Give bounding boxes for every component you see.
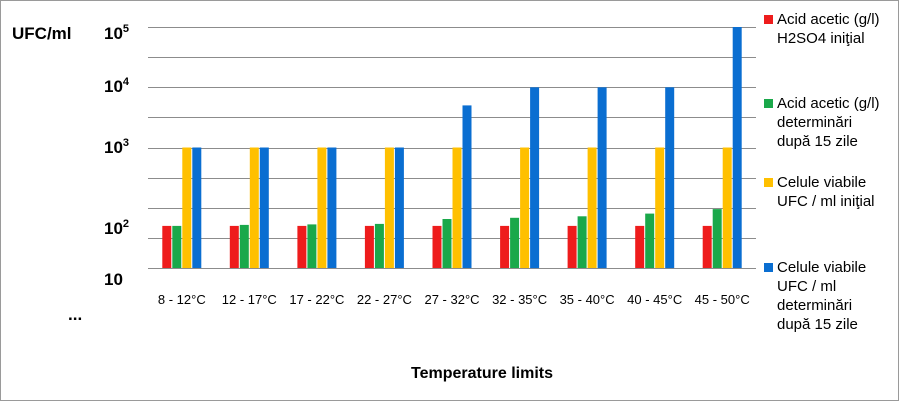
legend-entry-2: Acid acetic (g/l) determinări după 15 zile bbox=[777, 94, 880, 151]
bar-s1-c7 bbox=[567, 225, 577, 268]
legend-line: determinări bbox=[777, 114, 853, 131]
x-axis-title: Temperature limits bbox=[411, 365, 553, 382]
legend-line: Acid acetic (g/l) bbox=[777, 11, 880, 28]
bar-s1-c2 bbox=[229, 225, 239, 268]
legend-line: Celule viabile bbox=[777, 259, 867, 276]
x-tick-label: 45 - 50°C bbox=[695, 292, 750, 307]
legend-swatch-2 bbox=[764, 99, 773, 108]
y-tick-base: 10 bbox=[104, 24, 123, 43]
x-tick-labels: 8 - 12°C 12 - 17°C 17 - 22°C 22 - 27°C 27 - … bbox=[158, 292, 750, 307]
legend-entry-3: Celule viabile UFC / ml iniţial bbox=[777, 173, 875, 211]
legend-line: determinări bbox=[777, 297, 853, 314]
legend-line: după 15 zile bbox=[777, 133, 858, 150]
bar-s1-c6 bbox=[500, 225, 510, 268]
y-tick-label-1000: 103 bbox=[104, 137, 129, 157]
bar-s1-c8 bbox=[635, 225, 645, 268]
gridlines bbox=[148, 27, 756, 269]
y-tick-exponent: 4 bbox=[123, 76, 130, 88]
bar-s2-c6 bbox=[510, 217, 520, 268]
bar-s2-c7 bbox=[577, 216, 587, 268]
x-tick-label: 35 - 40°C bbox=[560, 292, 615, 307]
bar-s2-c2 bbox=[239, 224, 249, 268]
bar-s4-c8 bbox=[665, 87, 675, 269]
bar-s3-c1 bbox=[182, 147, 192, 268]
bar-s1-c5 bbox=[432, 225, 442, 268]
y-tick-exponent: 3 bbox=[123, 137, 129, 149]
bar-s4-c4 bbox=[394, 147, 404, 268]
legend-swatch-4 bbox=[764, 263, 773, 272]
y-tick-label-10: 10 bbox=[104, 270, 123, 289]
bar-s2-c1 bbox=[172, 225, 182, 268]
bar-s4-c5 bbox=[462, 105, 472, 269]
bar-s1-c1 bbox=[162, 225, 172, 268]
bar-s4-c9 bbox=[732, 27, 742, 268]
bar-s2-c9 bbox=[712, 209, 722, 268]
bar-s3-c6 bbox=[520, 147, 530, 268]
x-tick-label: 8 - 12°C bbox=[158, 292, 206, 307]
legend-entry-1: Acid acetic (g/l) H2SO4 iniţial bbox=[777, 10, 880, 48]
bar-s1-c3 bbox=[297, 225, 307, 268]
y-tick-base: 10 bbox=[104, 77, 123, 96]
x-tick-label: 32 - 35°C bbox=[492, 292, 547, 307]
bar-s4-c3 bbox=[327, 147, 337, 268]
bars bbox=[162, 27, 742, 269]
legend-line: după 15 zile bbox=[777, 316, 858, 333]
bar-s4-c7 bbox=[597, 87, 607, 269]
x-tick-label: 40 - 45°C bbox=[627, 292, 682, 307]
y-tick-exponent: 2 bbox=[123, 218, 129, 230]
bar-s3-c7 bbox=[587, 147, 597, 268]
bar-s4-c6 bbox=[530, 87, 540, 269]
legend-line: H2SO4 iniţial bbox=[777, 30, 865, 47]
bar-s2-c5 bbox=[442, 219, 452, 268]
y-tick-base: 10 bbox=[104, 219, 123, 238]
y-tick-label-100: 102 bbox=[104, 218, 129, 238]
legend-line: Acid acetic (g/l) bbox=[777, 95, 880, 112]
bar-s3-c4 bbox=[384, 147, 394, 268]
x-tick-label: 22 - 27°C bbox=[357, 292, 412, 307]
bar-s3-c3 bbox=[317, 147, 327, 268]
y-tick-base: 10 bbox=[104, 138, 123, 157]
y-tick-label-10000: 104 bbox=[104, 76, 130, 96]
bar-s3-c2 bbox=[249, 147, 259, 268]
legend-swatch-3 bbox=[764, 178, 773, 187]
y-axis-ellipsis: ... bbox=[68, 305, 82, 324]
bar-s2-c3 bbox=[307, 224, 317, 268]
legend-swatch-1 bbox=[764, 15, 773, 24]
bar-s3-c5 bbox=[452, 147, 462, 268]
bar-s4-c2 bbox=[259, 147, 269, 268]
bar-s4-c1 bbox=[192, 147, 202, 268]
y-axis-title: UFC/ml bbox=[12, 24, 72, 43]
x-tick-label: 12 - 17°C bbox=[222, 292, 277, 307]
legend-entry-4: Celule viabile UFC / ml determinări după 15… bbox=[777, 258, 866, 334]
y-tick-base: 10 bbox=[104, 270, 123, 289]
x-tick-label: 27 - 32°C bbox=[424, 292, 479, 307]
bar-s1-c9 bbox=[702, 225, 712, 268]
y-tick-exponent: 5 bbox=[123, 23, 129, 35]
y-tick-label-100000: 105 bbox=[104, 23, 129, 43]
bar-s3-c8 bbox=[655, 147, 665, 268]
legend-line: UFC / ml iniţial bbox=[777, 193, 875, 210]
x-tick-label: 17 - 22°C bbox=[289, 292, 344, 307]
bar-s3-c9 bbox=[722, 147, 732, 268]
bar-s2-c8 bbox=[645, 213, 655, 268]
legend-line: UFC / ml bbox=[777, 278, 837, 295]
legend-line: Celule viabile bbox=[777, 174, 867, 191]
bar-s1-c4 bbox=[364, 225, 374, 268]
bar-s2-c4 bbox=[374, 223, 384, 268]
